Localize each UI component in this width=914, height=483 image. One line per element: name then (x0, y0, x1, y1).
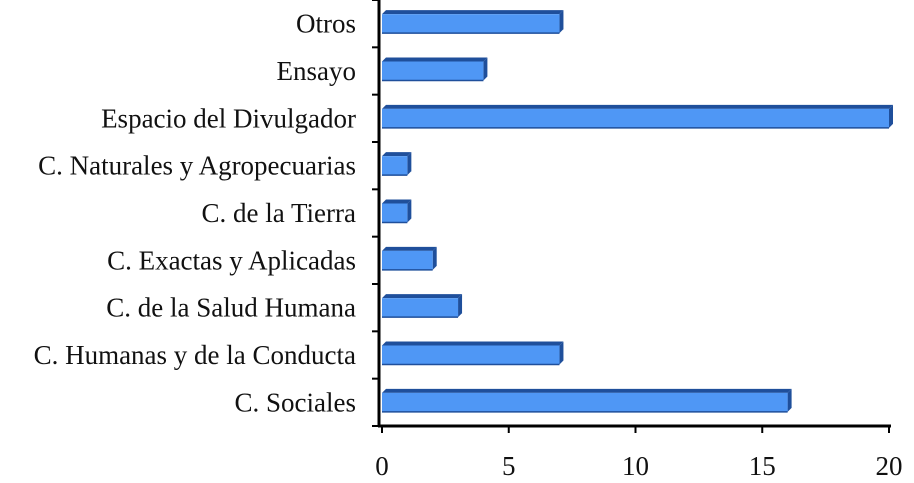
bar (382, 294, 463, 318)
category-label: C. de la Tierra (202, 198, 357, 228)
bar (382, 152, 412, 176)
bar-top (382, 57, 488, 62)
bar-face (382, 392, 788, 412)
bar-side (407, 199, 412, 223)
bar-face (382, 14, 560, 34)
bar-face (382, 203, 408, 223)
category-label: Espacio del Divulgador (101, 103, 356, 133)
bar-face (382, 108, 889, 128)
bar-side (458, 294, 463, 318)
bar (382, 104, 893, 129)
bar (382, 57, 488, 82)
bar-top (382, 152, 412, 157)
x-tick-label: 15 (749, 451, 776, 481)
bar-face (382, 250, 433, 270)
x-tick-labels: 0 5 10 15 20 (375, 451, 902, 481)
bar (382, 341, 564, 366)
category-label: Otros (296, 9, 356, 39)
bar-top (382, 10, 564, 15)
bar-side (432, 246, 437, 270)
x-tick-label: 0 (375, 451, 389, 481)
bar-face (382, 61, 484, 81)
x-tick-label: 20 (876, 451, 903, 481)
category-label: C. Humanas y de la Conducta (34, 340, 356, 370)
bar (382, 199, 412, 224)
bar-face (382, 298, 459, 318)
bar-face (382, 345, 560, 365)
bar-top (382, 199, 412, 204)
bar-side (559, 341, 564, 365)
bar-side (787, 388, 792, 412)
category-label: Ensayo (277, 56, 356, 86)
bar (382, 246, 437, 271)
bar-top (382, 246, 437, 251)
x-tick-label: 10 (622, 451, 649, 481)
bar-face (382, 156, 408, 176)
bar-side (559, 10, 564, 34)
bar-top (382, 388, 792, 393)
x-tick-label: 5 (502, 451, 516, 481)
bar-top (382, 294, 463, 299)
category-label: C. Exactas y Aplicadas (107, 245, 356, 275)
category-label: C. de la Salud Humana (106, 293, 356, 323)
bar-side (483, 57, 488, 81)
bar-side (407, 152, 412, 176)
bar (382, 10, 564, 34)
bar-top (382, 104, 893, 109)
bar-side (889, 104, 893, 128)
axes (372, 0, 891, 433)
category-label: C. Naturales y Agropecuarias (38, 151, 356, 181)
category-label: C. Sociales (235, 387, 357, 417)
bars (382, 10, 893, 413)
category-labels: Otros Ensayo Espacio del Divulgador C. Natu… (34, 9, 356, 418)
bar-top (382, 341, 564, 346)
bar (382, 388, 792, 413)
